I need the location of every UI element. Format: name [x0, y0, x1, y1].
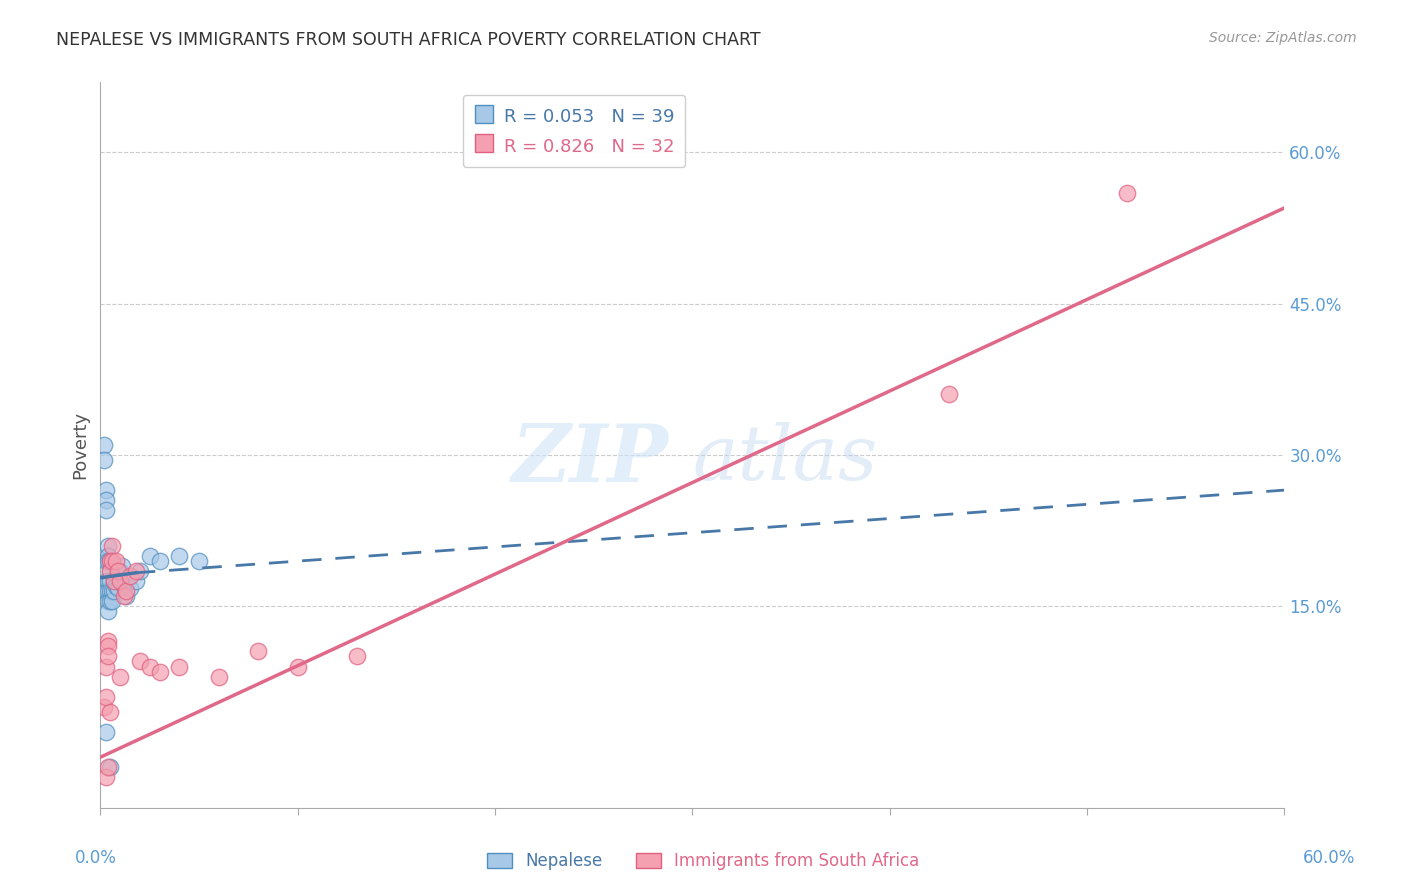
Point	[98, 564, 121, 578]
Point	[101, 554, 124, 568]
Point	[96, 554, 118, 568]
Point	[125, 564, 148, 578]
Point	[346, 649, 368, 664]
Point	[115, 583, 138, 598]
Point	[97, 554, 120, 568]
Point	[98, 705, 121, 719]
Point	[98, 564, 121, 578]
Text: 0.0%: 0.0%	[75, 849, 117, 867]
Point	[97, 640, 120, 654]
Point	[97, 634, 120, 648]
Point	[98, 760, 121, 774]
Point	[115, 589, 138, 603]
Point	[103, 574, 125, 588]
Point	[96, 659, 118, 673]
Point	[107, 581, 129, 595]
Point	[97, 574, 120, 588]
Point	[188, 554, 211, 568]
Point	[93, 438, 115, 452]
Point	[98, 574, 121, 588]
Text: NEPALESE VS IMMIGRANTS FROM SOUTH AFRICA POVERTY CORRELATION CHART: NEPALESE VS IMMIGRANTS FROM SOUTH AFRICA…	[56, 31, 761, 49]
Y-axis label: Poverty: Poverty	[72, 410, 89, 479]
Point	[97, 649, 120, 664]
Text: atlas: atlas	[692, 422, 877, 496]
Point	[98, 583, 121, 598]
Point	[96, 574, 118, 588]
Point	[105, 579, 128, 593]
Point	[112, 579, 135, 593]
Point	[108, 564, 131, 578]
Point	[138, 549, 160, 563]
Point	[148, 554, 170, 568]
Point	[96, 483, 118, 497]
Point	[105, 554, 128, 568]
Point	[108, 574, 131, 588]
Point	[247, 644, 270, 658]
Point	[128, 564, 150, 578]
Point	[97, 594, 120, 608]
Point	[96, 725, 118, 739]
Point	[101, 594, 124, 608]
Point	[97, 539, 120, 553]
Point	[97, 604, 120, 618]
Point	[138, 659, 160, 673]
Point	[96, 493, 118, 508]
Text: Source: ZipAtlas.com: Source: ZipAtlas.com	[1209, 31, 1357, 45]
Point	[96, 583, 118, 598]
Point	[107, 564, 129, 578]
Point	[96, 690, 118, 704]
Point	[111, 558, 134, 573]
Point	[97, 549, 120, 563]
Point	[125, 574, 148, 588]
Point	[148, 665, 170, 679]
Point	[97, 760, 120, 774]
Point	[118, 581, 141, 595]
Text: ZIP: ZIP	[512, 420, 669, 498]
Point	[98, 594, 121, 608]
Point	[208, 670, 231, 684]
Point	[96, 770, 118, 784]
Point	[98, 554, 121, 568]
Point	[103, 574, 125, 588]
Legend: Nepalese, Immigrants from South Africa: Nepalese, Immigrants from South Africa	[479, 846, 927, 877]
Point	[169, 549, 191, 563]
Point	[118, 569, 141, 583]
Point	[93, 453, 115, 467]
Point	[128, 655, 150, 669]
Text: 60.0%: 60.0%	[1302, 849, 1355, 867]
Point	[101, 539, 124, 553]
Point	[103, 583, 125, 598]
Point	[108, 670, 131, 684]
Point	[112, 589, 135, 603]
Point	[97, 583, 120, 598]
Point	[101, 583, 124, 598]
Point	[98, 554, 121, 568]
Point	[93, 699, 115, 714]
Point	[287, 659, 309, 673]
Point	[169, 659, 191, 673]
Point	[1115, 186, 1137, 200]
Legend: R = 0.053   N = 39, R = 0.826   N = 32: R = 0.053 N = 39, R = 0.826 N = 32	[463, 95, 685, 167]
Point	[938, 387, 960, 401]
Point	[96, 503, 118, 517]
